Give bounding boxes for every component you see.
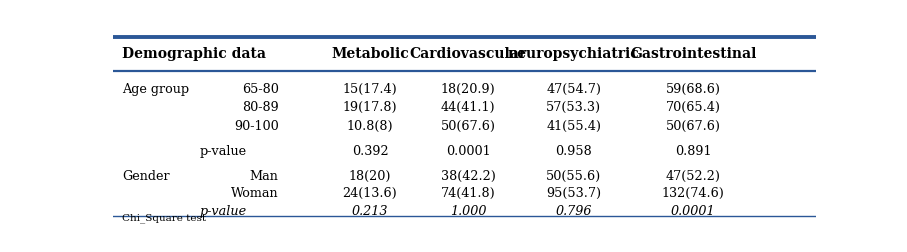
Text: Cardiovascular: Cardiovascular [410,47,527,61]
Text: 95(53.7): 95(53.7) [546,187,601,200]
Text: 0.796: 0.796 [556,205,592,218]
Text: 24(13.6): 24(13.6) [343,187,397,200]
Text: 38(42.2): 38(42.2) [441,170,496,183]
Text: 19(17.8): 19(17.8) [343,101,397,114]
Text: 47(54.7): 47(54.7) [546,83,601,96]
Text: 90-100: 90-100 [234,120,278,133]
Text: Gastrointestinal: Gastrointestinal [630,47,756,61]
Text: neuropsychiatric: neuropsychiatric [508,47,639,61]
Text: 47(52.2): 47(52.2) [666,170,721,183]
Text: 0.891: 0.891 [675,145,711,158]
Text: Age group: Age group [122,83,189,96]
Text: 57(53.3): 57(53.3) [546,101,601,114]
Text: Man: Man [249,170,278,183]
Text: p-value: p-value [200,145,247,158]
Text: 18(20): 18(20) [348,170,391,183]
Text: Gender: Gender [122,170,170,183]
Text: 0.213: 0.213 [352,205,388,218]
Text: 59(68.6): 59(68.6) [666,83,721,96]
Text: 15(17.4): 15(17.4) [343,83,397,96]
Text: 132(74.6): 132(74.6) [662,187,725,200]
Text: 74(41.8): 74(41.8) [441,187,496,200]
Text: p-value: p-value [200,205,247,218]
Text: 50(67.6): 50(67.6) [441,120,496,133]
Text: Metabolic: Metabolic [331,47,409,61]
Text: Chi_Square test: Chi_Square test [122,214,206,223]
Text: 10.8(8): 10.8(8) [346,120,394,133]
Text: 41(55.4): 41(55.4) [546,120,601,133]
Text: 50(55.6): 50(55.6) [546,170,601,183]
Text: 50(67.6): 50(67.6) [666,120,721,133]
Text: 0.958: 0.958 [555,145,592,158]
Text: 70(65.4): 70(65.4) [666,101,721,114]
Text: 44(41.1): 44(41.1) [441,101,495,114]
Text: 0.0001: 0.0001 [446,145,491,158]
Text: Demographic data: Demographic data [122,47,266,61]
Text: 18(20.9): 18(20.9) [441,83,496,96]
Text: 1.000: 1.000 [450,205,486,218]
Text: 65-80: 65-80 [241,83,278,96]
Text: 0.0001: 0.0001 [671,205,716,218]
Text: 0.392: 0.392 [352,145,388,158]
Text: Woman: Woman [231,187,278,200]
Text: 80-89: 80-89 [242,101,278,114]
